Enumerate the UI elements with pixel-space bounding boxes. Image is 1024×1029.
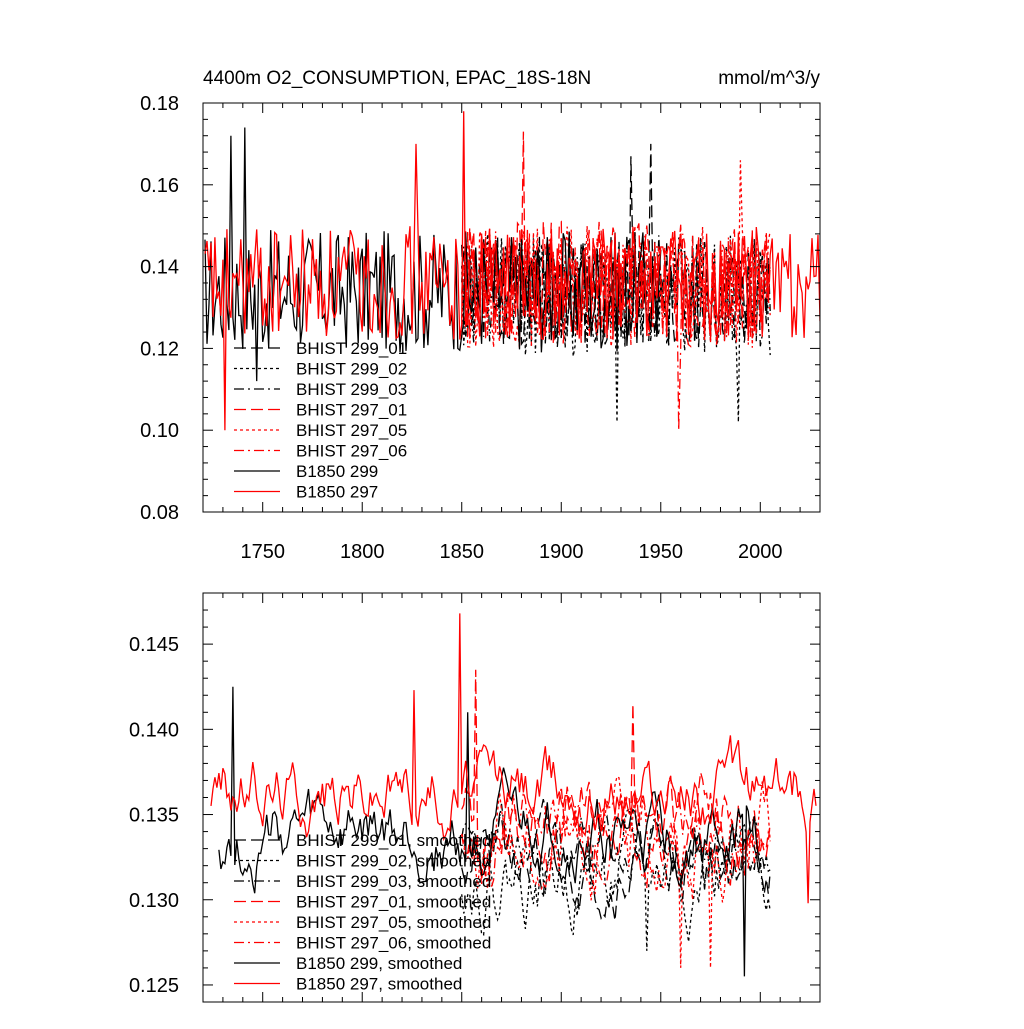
legend-label: BHIST 299_02, smoothed xyxy=(296,852,491,871)
y-tick-label: 0.135 xyxy=(129,805,179,827)
x-tick-label: 1950 xyxy=(639,541,684,563)
top-panel: 1750 1800 1850 1900 1950 2000 0.08 0.10 0.12 0.14… xyxy=(140,93,821,563)
legend-label: BHIST 299_01 xyxy=(296,339,407,358)
legend-label: BHIST 299_03, smoothed xyxy=(296,872,491,891)
x-tick-label: 2000 xyxy=(738,541,783,563)
x-tick-label: 1800 xyxy=(340,541,385,563)
legend-label: B1850 297 xyxy=(296,483,378,502)
chart-units: mmol/m^3/y xyxy=(718,68,820,89)
legend-label: BHIST 299_03 xyxy=(296,380,407,399)
legend: BHIST 299_01, smoothed BHIST 299_02, smoo… xyxy=(234,831,491,994)
legend-label: BHIST 297_01, smoothed xyxy=(296,893,491,912)
legend-label: BHIST 299_02 xyxy=(296,360,407,379)
series-line-6 xyxy=(218,686,761,977)
y-tick-label: 0.10 xyxy=(140,420,179,442)
legend-label: B1850 297, smoothed xyxy=(296,975,462,994)
legend-label: BHIST 297_05 xyxy=(296,421,407,440)
y-tick-label: 0.140 xyxy=(129,719,179,741)
series-line-7 xyxy=(210,613,817,904)
series-lines xyxy=(210,613,817,977)
series-line-2 xyxy=(461,802,771,898)
y-tick-label: 0.08 xyxy=(140,502,179,524)
legend-label: BHIST 297_06, smoothed xyxy=(296,934,491,953)
legend-label: BHIST 299_01, smoothed xyxy=(296,831,491,850)
plot-frame xyxy=(202,102,821,513)
series-line-5 xyxy=(461,786,771,889)
series-lines xyxy=(204,111,820,431)
chart-title: 4400m O2_CONSUMPTION, EPAC_18S-18N xyxy=(203,68,591,89)
y-tick-label: 0.14 xyxy=(140,257,179,279)
y-tick-label: 0.145 xyxy=(129,634,179,656)
x-tick-label: 1850 xyxy=(439,541,484,563)
y-tick-label: 0.130 xyxy=(129,890,179,912)
y-tick-label: 0.125 xyxy=(129,975,179,997)
legend-label: B1850 299 xyxy=(296,462,378,481)
series-line-1 xyxy=(461,807,771,951)
series-line-1 xyxy=(461,234,771,423)
legend-label: BHIST 297_01 xyxy=(296,401,407,420)
y-tick-label: 0.18 xyxy=(140,93,179,115)
legend-label: BHIST 297_05, smoothed xyxy=(296,913,491,932)
legend-label: BHIST 297_06 xyxy=(296,442,407,461)
x-tick-label: 1750 xyxy=(240,541,285,563)
bottom-panel: 0.125 0.130 0.135 0.140 0.145 BHIST 299_01, s… xyxy=(129,592,821,1003)
x-tick-label: 1900 xyxy=(539,541,584,563)
series-line-6 xyxy=(204,127,662,382)
series-line-4 xyxy=(461,775,771,968)
y-tick-label: 0.16 xyxy=(140,175,179,197)
y-tick-label: 0.12 xyxy=(140,338,179,360)
series-line-7 xyxy=(204,111,820,431)
legend-label: B1850 299, smoothed xyxy=(296,954,462,973)
